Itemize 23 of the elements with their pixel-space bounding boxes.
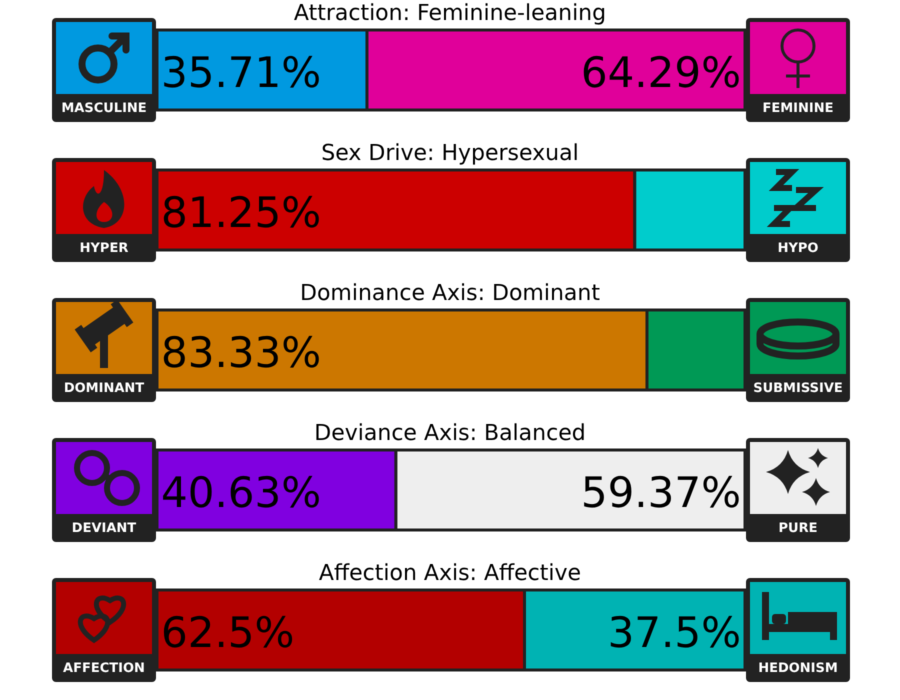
data-label: 35.71%	[161, 48, 322, 97]
data-label: 64.29%	[580, 48, 741, 97]
series-label: AFFECTION	[63, 661, 145, 676]
chart-title: Sex Drive: Hypersexual	[321, 141, 579, 166]
series-label: HEDONISM	[758, 661, 838, 676]
series-label: MASCULINE	[61, 101, 147, 116]
series-label: SUBMISSIVE	[753, 381, 843, 396]
chart-title: Dominance Axis: Dominant	[300, 281, 600, 306]
chart-title: Attraction: Feminine-leaning	[294, 1, 606, 26]
text: HYPO	[778, 241, 818, 256]
legend-label: FEMININE	[762, 101, 834, 116]
chart-title: Deviance Axis: Balanced	[314, 421, 586, 446]
series-label: DEVIANT	[72, 521, 136, 536]
chart-title: Affection Axis: Affective	[318, 561, 582, 586]
data-label: 40.63%	[161, 468, 322, 517]
data-label: 81.25%	[161, 188, 322, 237]
legend-label: PURE	[778, 521, 818, 536]
data-label: 62.5%	[161, 608, 294, 657]
data-label: 59.37%	[580, 468, 741, 517]
text: HYPER	[80, 241, 128, 256]
data-label: 83.33%	[161, 328, 322, 377]
series-label: DOMINANT	[64, 381, 144, 396]
data-label: 37.5%	[608, 608, 741, 657]
